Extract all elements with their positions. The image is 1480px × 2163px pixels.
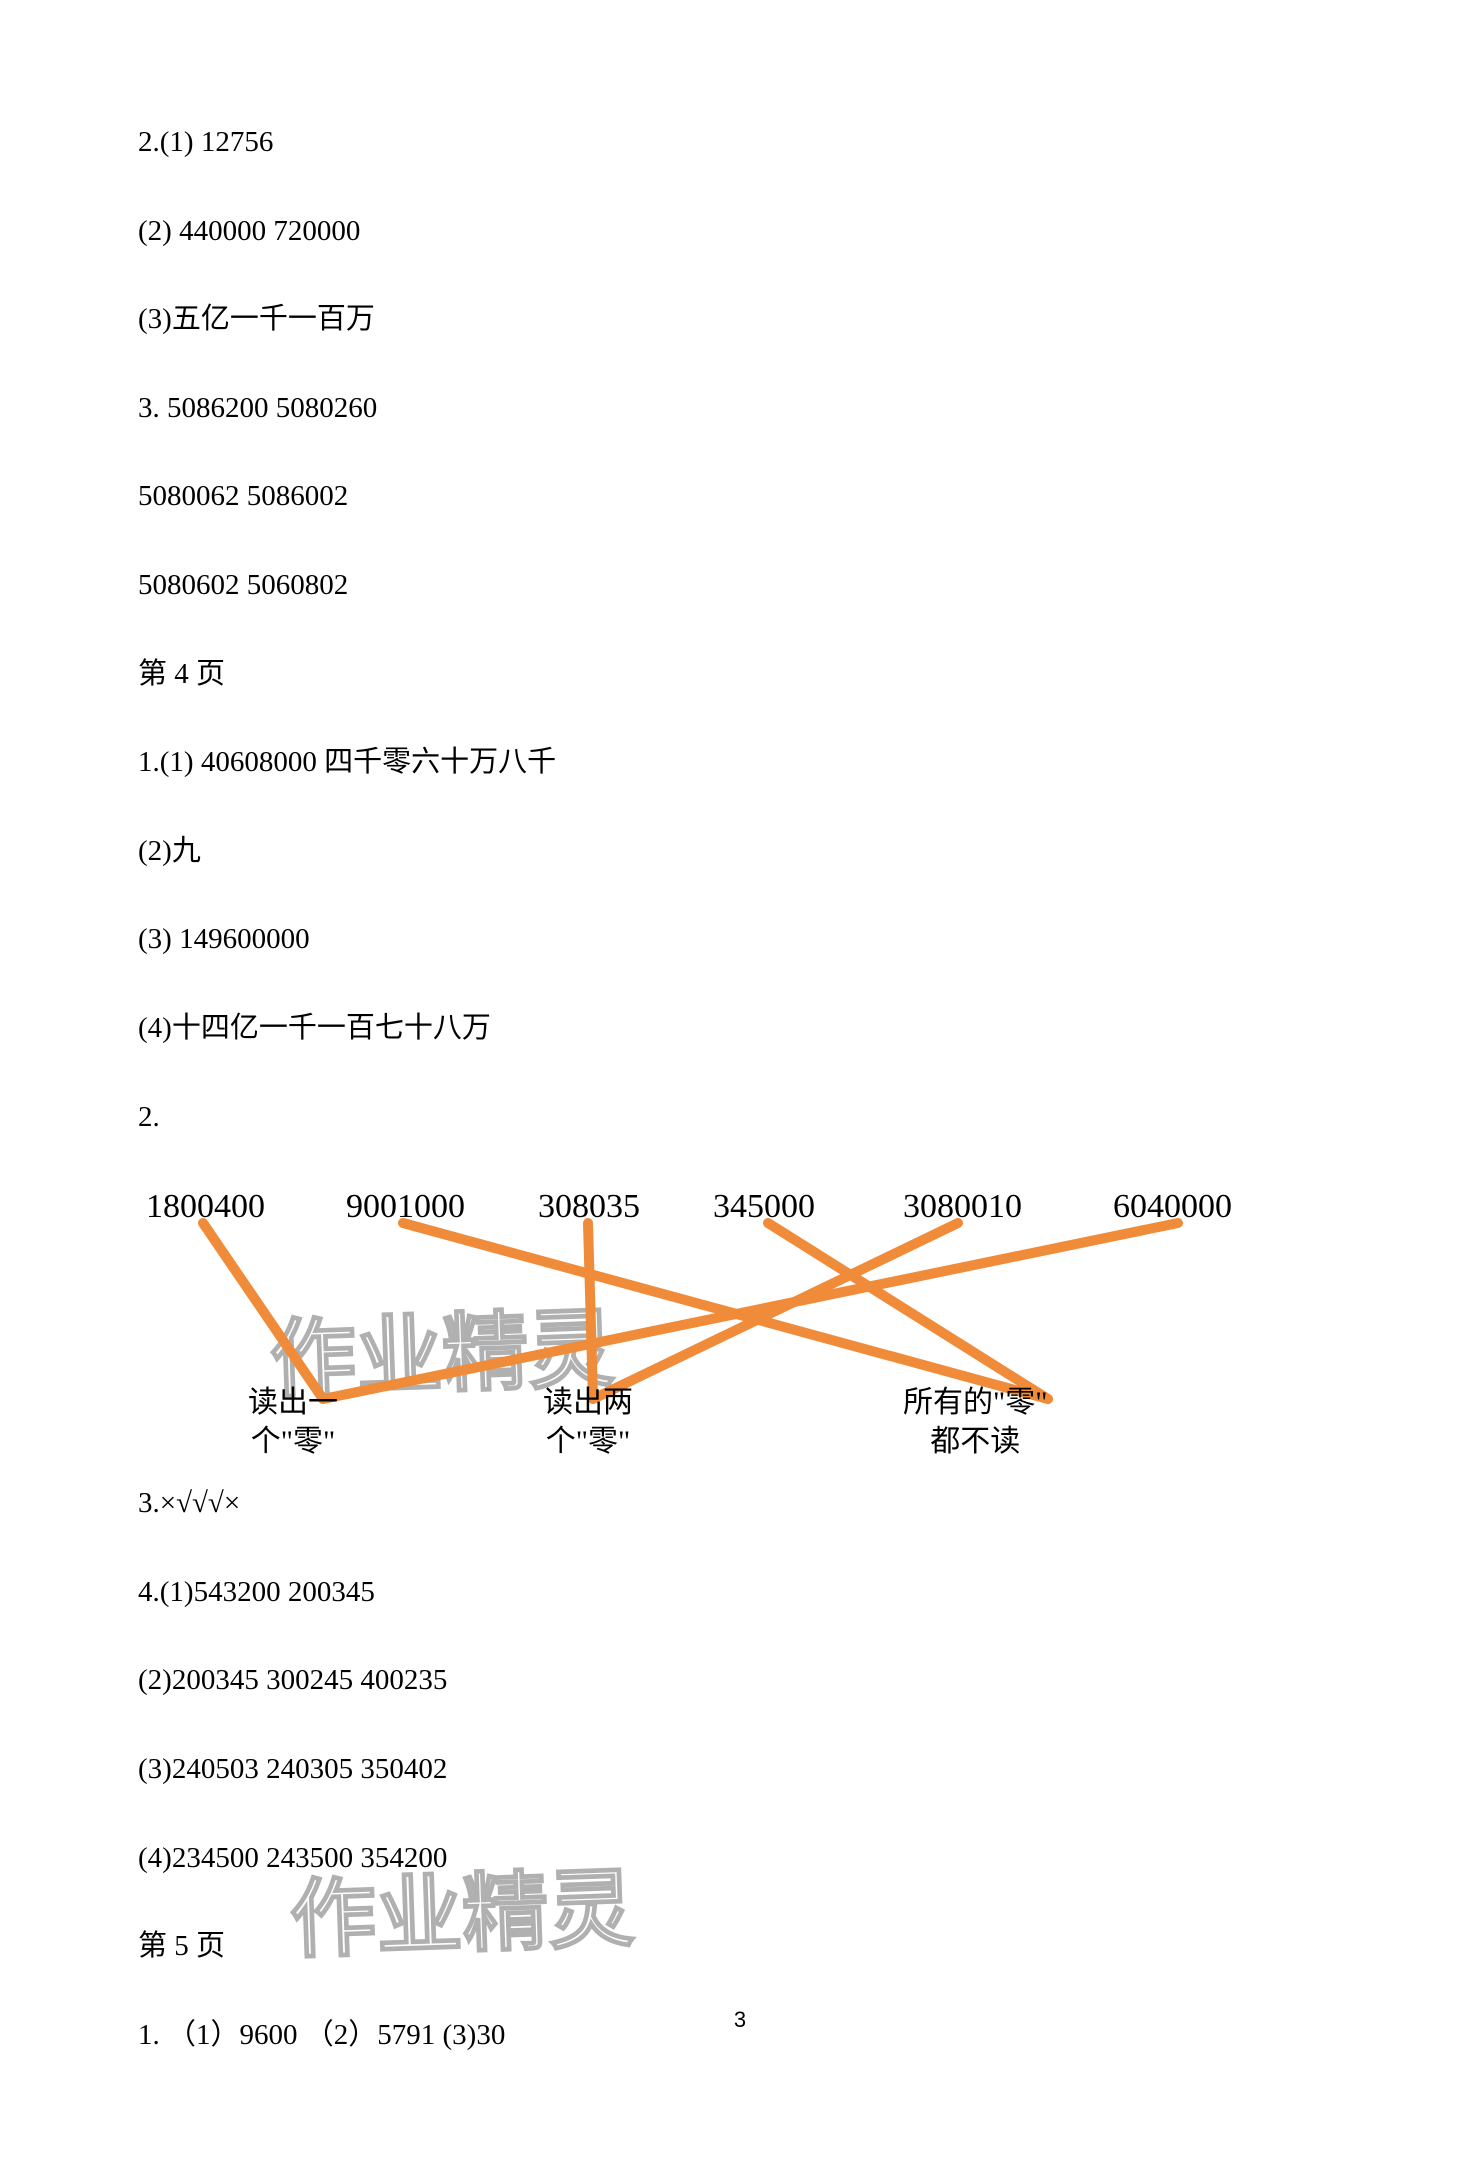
- diagram-number: 3080010: [903, 1183, 1022, 1231]
- page-number: 3: [734, 2007, 746, 2033]
- category-text: 个"零": [251, 1425, 336, 1458]
- text-line: (4)234500 243500 354200: [138, 1838, 1342, 1879]
- diagram-number: 345000: [713, 1183, 815, 1231]
- diagram-number: 1800400: [146, 1183, 265, 1231]
- page-marker: 第 4 页: [138, 654, 1342, 695]
- text-line: (3) 149600000: [138, 919, 1342, 960]
- text-line: 5080062 5086002: [138, 476, 1342, 517]
- diagram-number: 308035: [538, 1183, 640, 1231]
- diagram-bottom-row: 读出一 个"零" 读出两 个"零" 所有的"零" 都不读: [128, 1383, 1328, 1463]
- text-line: 3.×√√√×: [138, 1483, 1342, 1524]
- text-line: 2.: [138, 1097, 1342, 1138]
- text-line: (3)240503 240305 350402: [138, 1749, 1342, 1790]
- category-text: 都不读: [930, 1425, 1020, 1458]
- document-page: 2.(1) 12756 (2) 440000 720000 (3)五亿一千一百万…: [0, 0, 1480, 2163]
- text-line: (2) 440000 720000: [138, 211, 1342, 252]
- text-line: 3. 5086200 5080260: [138, 388, 1342, 429]
- text-line: 4.(1)543200 200345: [138, 1572, 1342, 1613]
- diagram-category: 所有的"零" 都不读: [903, 1383, 1048, 1461]
- text-line: (3)五亿一千一百万: [138, 299, 1342, 340]
- category-text: 个"零": [546, 1425, 631, 1458]
- diagram-number: 6040000: [1113, 1183, 1232, 1231]
- diagram-category: 读出一 个"零": [248, 1383, 338, 1461]
- text-line: (4)十四亿一千一百七十八万: [138, 1008, 1342, 1049]
- diagram-category: 读出两 个"零": [543, 1383, 633, 1461]
- category-text: 读出两: [543, 1386, 633, 1419]
- category-text: 所有的"零": [903, 1386, 1048, 1419]
- text-line: 2.(1) 12756: [138, 122, 1342, 163]
- category-text: 读出一: [248, 1386, 338, 1419]
- page-marker: 第 5 页: [138, 1926, 1342, 1967]
- text-line: 1.(1) 40608000 四千零六十万八千: [138, 742, 1342, 783]
- text-line: (2)九: [138, 831, 1342, 872]
- text-line: 5080602 5060802: [138, 565, 1342, 606]
- matching-diagram: 1800400 9001000 308035 345000 3080010 60…: [128, 1163, 1328, 1453]
- diagram-number: 9001000: [346, 1183, 465, 1231]
- text-line: (2)200345 300245 400235: [138, 1660, 1342, 1701]
